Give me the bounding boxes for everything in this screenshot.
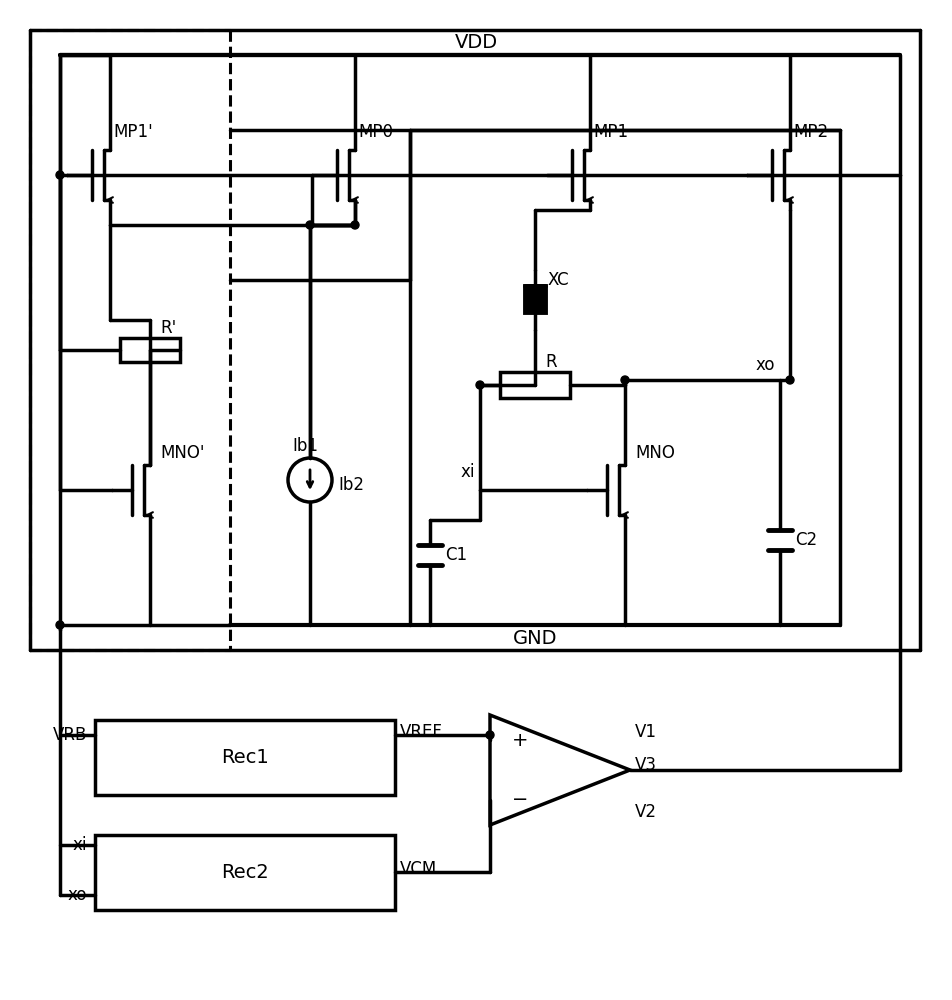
Text: Rec2: Rec2: [221, 863, 268, 882]
Circle shape: [56, 621, 64, 629]
Text: MP1: MP1: [593, 123, 628, 141]
Text: MNO': MNO': [160, 444, 205, 462]
Text: MP1': MP1': [113, 123, 152, 141]
Text: V3: V3: [635, 756, 657, 774]
Bar: [525, 286, 545, 312]
Text: R: R: [545, 353, 557, 371]
Text: V1: V1: [635, 723, 657, 741]
Text: C2: C2: [795, 531, 817, 549]
Bar: [95, 720, 395, 795]
Text: −: −: [512, 790, 528, 810]
Text: xi: xi: [72, 836, 87, 854]
Text: Ib1: Ib1: [292, 437, 318, 455]
Circle shape: [476, 381, 484, 389]
Bar: [500, 372, 570, 398]
Bar: [120, 338, 180, 362]
Circle shape: [56, 171, 64, 179]
Text: MP2: MP2: [793, 123, 828, 141]
Text: xo: xo: [756, 356, 775, 374]
Text: VRB: VRB: [52, 726, 87, 744]
Bar: [95, 835, 395, 910]
Text: V2: V2: [635, 803, 657, 821]
Text: VCM: VCM: [400, 860, 437, 878]
Circle shape: [786, 376, 794, 384]
Text: GND: GND: [513, 629, 557, 648]
Circle shape: [486, 731, 494, 739]
Circle shape: [351, 221, 359, 229]
Text: +: +: [512, 730, 528, 750]
Text: MNO: MNO: [635, 444, 675, 462]
Text: XC: XC: [548, 271, 569, 289]
Circle shape: [621, 376, 629, 384]
Text: xi: xi: [461, 463, 475, 481]
Text: VREF: VREF: [400, 723, 443, 741]
Text: MP0: MP0: [358, 123, 393, 141]
Text: Ib2: Ib2: [338, 476, 364, 494]
Text: Rec1: Rec1: [221, 748, 268, 767]
Text: R': R': [160, 319, 176, 337]
Text: VDD: VDD: [454, 32, 498, 51]
Circle shape: [306, 221, 314, 229]
Text: C1: C1: [445, 546, 467, 564]
Text: xo: xo: [68, 886, 87, 904]
